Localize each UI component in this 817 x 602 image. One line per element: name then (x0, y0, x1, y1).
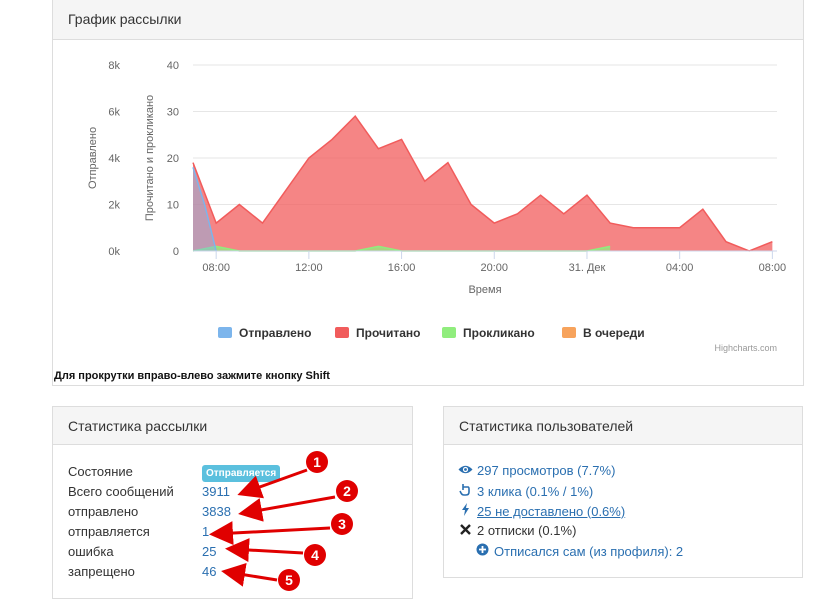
mailing-chart: 0 10 20 30 40 0k 2k 4k 6k 8k Отправлено Прочитано и… (87, 60, 787, 353)
y-tick-left: 2k (108, 200, 120, 212)
stat-label: запрещено (68, 564, 135, 579)
self-unsubscribed-link[interactable]: Отписался сам (из профиля): 2 (474, 543, 683, 559)
y-tick-right: 0 (173, 246, 179, 258)
stat-value-link[interactable]: 3911 (202, 484, 230, 499)
undelivered-text: 25 не доставлено (0.6%) (477, 503, 626, 519)
stat-label: отправляется (68, 524, 150, 539)
stat-value-link[interactable]: 25 (202, 544, 217, 559)
legend-swatch (218, 327, 232, 338)
circle-plus-icon (474, 543, 490, 559)
legend-swatch (335, 327, 349, 338)
legend-swatch (442, 327, 456, 338)
stats-panel-title: Статистика рассылки (53, 407, 412, 445)
scroll-hint: Для прокрутки вправо-влево зажмите кнопк… (54, 370, 330, 382)
legend-item: В очереди (583, 326, 645, 340)
clicks-text: 3 клика (0.1% / 1%) (477, 483, 594, 499)
highcharts-credits: Highcharts.com (714, 343, 777, 353)
status-badge: Отправляется (202, 465, 281, 482)
legend-swatch (562, 327, 576, 338)
y-tick-left: 0k (108, 246, 120, 258)
stat-value-link[interactable]: 3838 (202, 504, 231, 519)
series-sent-area-line (192, 167, 217, 252)
y-axis-title-right: Прочитано и прокликано (144, 95, 156, 221)
undelivered-link[interactable]: 25 не доставлено (0.6%) (457, 503, 625, 519)
stat-label: ошибка (68, 544, 114, 559)
y-tick-left: 8k (108, 60, 120, 72)
users-panel-title: Статистика пользователей (444, 407, 802, 445)
x-tick-label: 08:00 (202, 262, 230, 274)
x-tick-label: 04:00 (666, 262, 694, 274)
y-tick-right: 30 (167, 107, 179, 119)
stat-label: Состояние (68, 464, 133, 479)
x-tick-label: 31. Дек (569, 262, 606, 274)
x-tick-label: 12:00 (295, 262, 323, 274)
y-tick-left: 6k (108, 107, 120, 119)
unsubscribes-text: 2 отписки (0.1%) (477, 523, 577, 538)
chart-panel-title: График рассылки (53, 0, 803, 40)
lightning-icon (457, 503, 473, 519)
eye-icon (457, 463, 473, 478)
unsubscribes-row: 2 отписки (0.1%) (457, 523, 576, 538)
legend-item: Прокликано (463, 326, 535, 340)
y-tick-left: 4k (108, 153, 120, 165)
x-icon (457, 523, 473, 538)
mailing-stats-panel: Статистика рассылки Состояние Отправляет… (52, 406, 413, 599)
x-axis-title: Время (468, 284, 501, 296)
clicks-link[interactable]: 3 клика (0.1% / 1%) (457, 483, 593, 499)
series-read-area-line (192, 114, 773, 252)
stat-value-link[interactable]: 1 (202, 524, 210, 539)
user-stats-panel: Статистика пользователей 297 просмотров … (443, 406, 803, 578)
views-text: 297 просмотров (7.7%) (477, 463, 616, 478)
chart-panel: График рассылки 0 10 20 30 40 0k 2k 4k 6k 8k Отпра… (52, 0, 804, 386)
series-read-area (193, 116, 773, 252)
y-tick-right: 10 (167, 200, 179, 212)
stat-label: отправлено (68, 504, 139, 519)
legend-item: Прочитано (356, 326, 420, 340)
stat-label: Всего сообщений (68, 484, 174, 499)
y-axis-title-left: Отправлено (87, 127, 99, 189)
hand-pointer-icon (457, 483, 473, 499)
self-unsubscribed-text: Отписался сам (из профиля): 2 (494, 543, 684, 559)
y-tick-right: 20 (167, 153, 179, 165)
views-link[interactable]: 297 просмотров (7.7%) (457, 463, 615, 478)
x-tick-label: 08:00 (759, 262, 787, 274)
x-tick-label: 16:00 (388, 262, 416, 274)
x-tick-label: 20:00 (481, 262, 509, 274)
stat-value-link[interactable]: 46 (202, 564, 217, 579)
legend-item: Отправлено (239, 326, 311, 340)
y-tick-right: 40 (167, 60, 179, 72)
